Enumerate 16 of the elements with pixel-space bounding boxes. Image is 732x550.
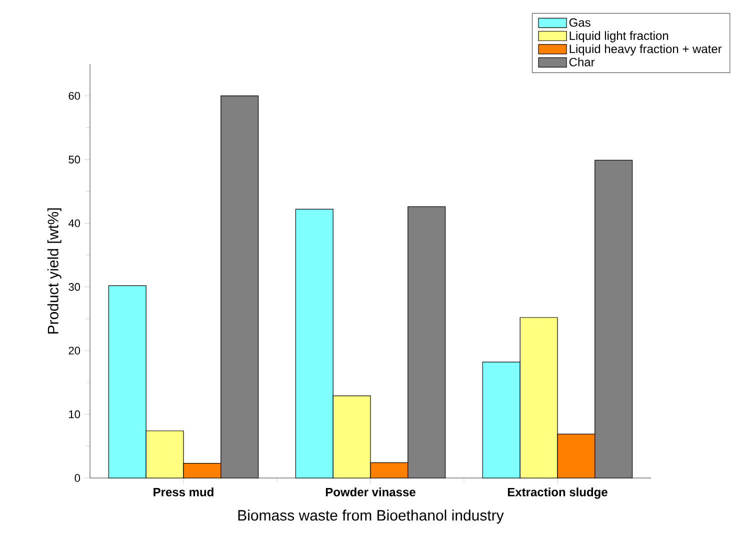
y-axis-title: Product yield [wt%] — [47, 208, 62, 334]
legend-label: Char — [569, 58, 595, 66]
legend-label: Gas — [569, 18, 590, 27]
legend-label: Liquid light fraction — [570, 31, 668, 42]
y-tick-label: 40 — [68, 219, 80, 228]
y-tick-label: 50 — [68, 156, 80, 164]
y-tick-label: 10 — [69, 410, 80, 418]
x-axis-title: Biomass waste from Bioethanol industry — [238, 510, 504, 524]
y-tick-label: 0 — [74, 474, 80, 482]
x-tick-label: Extraction sludge — [508, 488, 608, 499]
legend-label: Liquid heavy fraction + water — [570, 44, 722, 56]
x-tick-label: Press mud — [154, 488, 214, 496]
y-tick-label: 30 — [68, 283, 80, 291]
x-tick-label: Powder vinasse — [326, 488, 416, 496]
y-tick-label: 60 — [68, 92, 80, 100]
y-tick-label: 20 — [68, 346, 80, 355]
